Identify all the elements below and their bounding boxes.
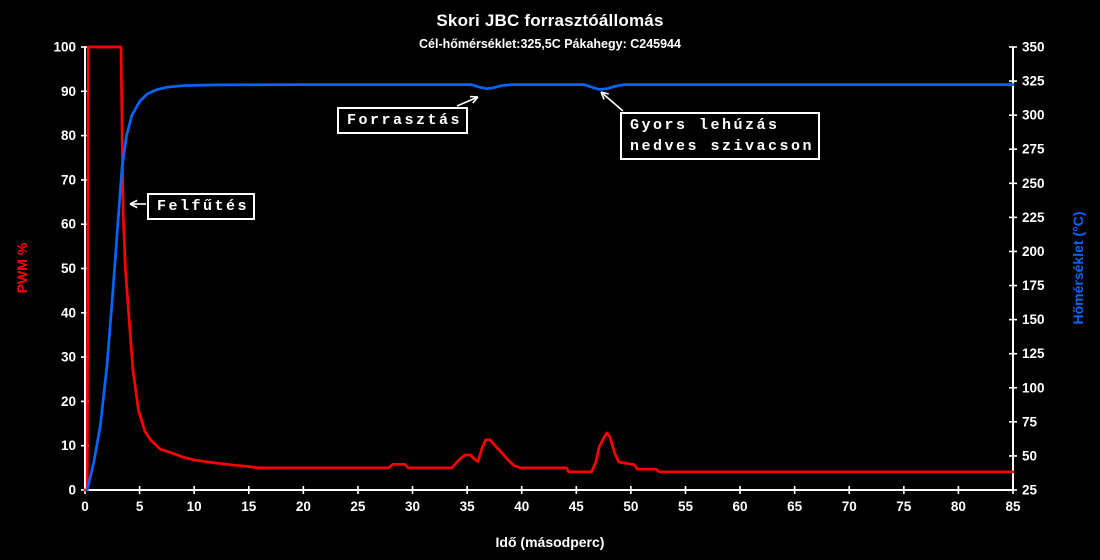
x-tick-label: 40 — [514, 499, 529, 514]
y-right-tick-label: 175 — [1022, 278, 1045, 293]
x-tick-label: 55 — [678, 499, 694, 514]
y-right-tick-label: 150 — [1022, 312, 1045, 327]
annotation-arrowhead — [129, 199, 138, 205]
x-tick-label: 0 — [81, 499, 89, 514]
annotation-arrow — [600, 91, 624, 112]
annotation-forrasztas-text: Forrasztás — [347, 112, 463, 129]
axis-frame — [84, 47, 1014, 491]
x-tick-label: 30 — [405, 499, 420, 514]
y-right-tick-label: 325 — [1022, 74, 1045, 89]
y-right-tick-label: 100 — [1022, 380, 1045, 395]
x-tick-label: 65 — [787, 499, 803, 514]
y-right-tick-label: 300 — [1022, 108, 1045, 123]
y-right-tick-label: 75 — [1022, 414, 1038, 429]
y-left-tick-label: 0 — [68, 483, 76, 498]
x-tick-label: 45 — [569, 499, 585, 514]
x-tick-label: 75 — [896, 499, 912, 514]
x-tick-label: 10 — [187, 499, 202, 514]
x-tick-label: 35 — [460, 499, 476, 514]
series-temperature-line — [85, 83, 1015, 492]
annotation-arrowhead — [600, 91, 605, 100]
y-left-tick-label: 70 — [61, 172, 76, 187]
annotation-felfutes-text: Felfűtés — [157, 198, 250, 215]
x-tick-label: 85 — [1005, 499, 1021, 514]
annotation-arrowhead — [129, 203, 138, 209]
annotation-arrowhead — [600, 91, 609, 95]
y-right-tick-label: 50 — [1022, 448, 1037, 463]
x-tick-label: 80 — [951, 499, 966, 514]
chart-subtitle: Cél-hőmérséklet:325,5C Pákahegy: C245944 — [419, 37, 681, 51]
y-right-tick-label: 350 — [1022, 40, 1045, 55]
x-axis-title: Idő (másodperc) — [495, 534, 605, 550]
y-left-tick-label: 80 — [61, 128, 76, 143]
x-tick-label: 5 — [136, 499, 144, 514]
y-right-tick-label: 250 — [1022, 176, 1045, 191]
annotation-felfutes: Felfűtés — [147, 193, 256, 220]
y-right-tick-label: 125 — [1022, 346, 1045, 361]
y-right-tick-label: 275 — [1022, 142, 1045, 157]
y-left-tick-label: 60 — [61, 217, 76, 232]
y-left-tick-label: 40 — [61, 305, 76, 320]
x-tick-label: 15 — [241, 499, 257, 514]
right-axis-title: Hőmérséklet (°C) — [1070, 211, 1086, 325]
annotation-arrowhead — [472, 96, 479, 104]
chart-title: Skori JBC forrasztóállomás — [436, 11, 664, 30]
annotation-gyors-lehuzas-line2: nedves szivacson — [630, 138, 815, 155]
y-right-tick-label: 200 — [1022, 244, 1045, 259]
x-tick-label: 60 — [733, 499, 748, 514]
y-left-tick-label: 90 — [61, 84, 76, 99]
x-tick-label: 70 — [842, 499, 857, 514]
y-left-tick-label: 50 — [61, 261, 76, 276]
y-left-tick-label: 100 — [53, 40, 76, 55]
x-tick-label: 20 — [296, 499, 311, 514]
annotation-gyors-lehuzas: Gyors lehúzás nedves szivacson — [620, 112, 821, 160]
y-left-tick-label: 10 — [61, 438, 76, 453]
y-left-tick-label: 30 — [61, 350, 76, 365]
y-left-tick-label: 20 — [61, 394, 76, 409]
y-right-tick-label: 225 — [1022, 210, 1045, 225]
series-pwm-line — [83, 45, 1015, 492]
left-axis-title: PWM % — [14, 242, 30, 294]
annotation-forrasztas: Forrasztás — [337, 107, 469, 134]
annotation-arrow — [456, 96, 479, 107]
y-right-tick-label: 25 — [1022, 483, 1038, 498]
annotation-gyors-lehuzas-line1: Gyors lehúzás — [630, 117, 780, 134]
x-tick-label: 50 — [623, 499, 638, 514]
x-tick-label: 25 — [350, 499, 366, 514]
